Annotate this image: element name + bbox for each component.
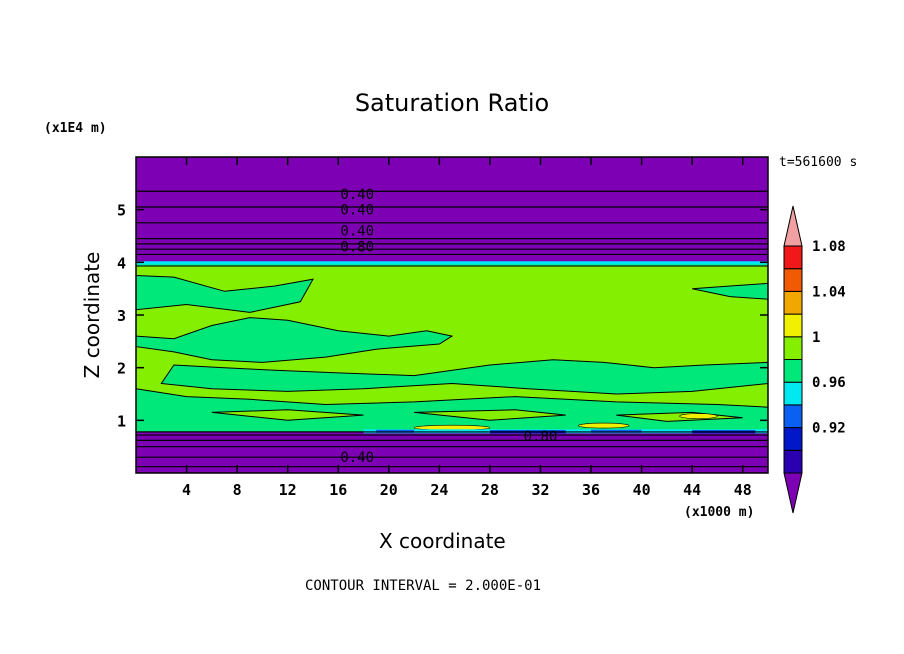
colorbar-swatch (783, 290, 803, 315)
colorbar-arrow-low (783, 472, 803, 514)
x-tick-label: 12 (279, 481, 297, 499)
near-saturation-region (135, 274, 314, 313)
x-tick-label: 4 (182, 481, 191, 499)
x-tick-label: 16 (329, 481, 347, 499)
colorbar-level-label: 1.04 (812, 284, 846, 300)
colorbar-swatch (783, 336, 803, 360)
z-units-label: (x1E4 m) (44, 121, 107, 136)
y-tick-label: 4 (117, 254, 126, 272)
chart-title: Saturation Ratio (354, 89, 550, 117)
supersaturated-streak (679, 413, 718, 419)
contour-label: 0.40 (340, 450, 374, 466)
moist-pocket (414, 409, 566, 421)
contour-labels: 0.400.400.400.800.800.40 (340, 187, 557, 466)
contour-lines (136, 190, 768, 468)
x-tick-label: 44 (683, 481, 701, 499)
near-saturation-band-top (136, 264, 768, 267)
time-label: t=561600 s (779, 155, 858, 170)
colorbar-level-label: 0.92 (812, 421, 846, 437)
colorbar-swatch (783, 245, 803, 270)
undersaturated-patch (591, 429, 642, 433)
y-tick-label: 1 (117, 412, 126, 430)
contour-label: 0.40 (340, 224, 374, 240)
contour-label: 0.40 (340, 203, 374, 219)
undersaturated-patch (376, 429, 415, 433)
x-tick-label: 8 (233, 481, 242, 499)
colorbar-swatch (783, 449, 803, 474)
colorbar-level-label: 1 (812, 330, 820, 346)
y-tick-label: 5 (117, 202, 126, 220)
saturated-band-top (136, 261, 768, 267)
x-tick-label: 40 (633, 481, 651, 499)
x-tick-label: 36 (582, 481, 600, 499)
colorbar-swatch (783, 404, 803, 429)
near-saturation-region (135, 317, 454, 363)
x-tick-label: 24 (430, 481, 448, 499)
colorbar-level-label: 1.08 (812, 239, 846, 255)
supersaturated-streak (578, 422, 630, 429)
colorbar-level-label: 0.96 (812, 375, 846, 391)
contour-interval-note: CONTOUR INTERVAL = 2.000E-01 (305, 578, 542, 594)
x-tick-label: 28 (481, 481, 499, 499)
x-units-label: (x1000 m) (684, 505, 755, 520)
x-axis-label: X coordinate (379, 529, 506, 553)
y-axis-label: Z coordinate (80, 251, 104, 379)
moist-pocket (211, 409, 364, 421)
x-tick-label: 48 (734, 481, 752, 499)
y-tick-label: 3 (117, 307, 126, 325)
colorbar-swatch (783, 268, 803, 292)
x-tick-label: 20 (380, 481, 398, 499)
colorbar-swatch (783, 313, 803, 338)
saturation-field (135, 157, 769, 473)
colorbar: 0.92 0.96 1 1.04 1.08 (783, 205, 846, 514)
y-tick-label: 2 (117, 360, 126, 378)
colorbar-swatch (783, 359, 803, 383)
colorbar-arrow-high (783, 205, 803, 247)
colorbar-swatch (783, 427, 803, 451)
contour-label: 0.80 (524, 429, 558, 445)
colorbar-swatch (783, 381, 803, 406)
x-tick-label: 32 (531, 481, 549, 499)
contour-label: 0.40 (340, 187, 374, 203)
contour-label: 0.80 (340, 240, 374, 256)
